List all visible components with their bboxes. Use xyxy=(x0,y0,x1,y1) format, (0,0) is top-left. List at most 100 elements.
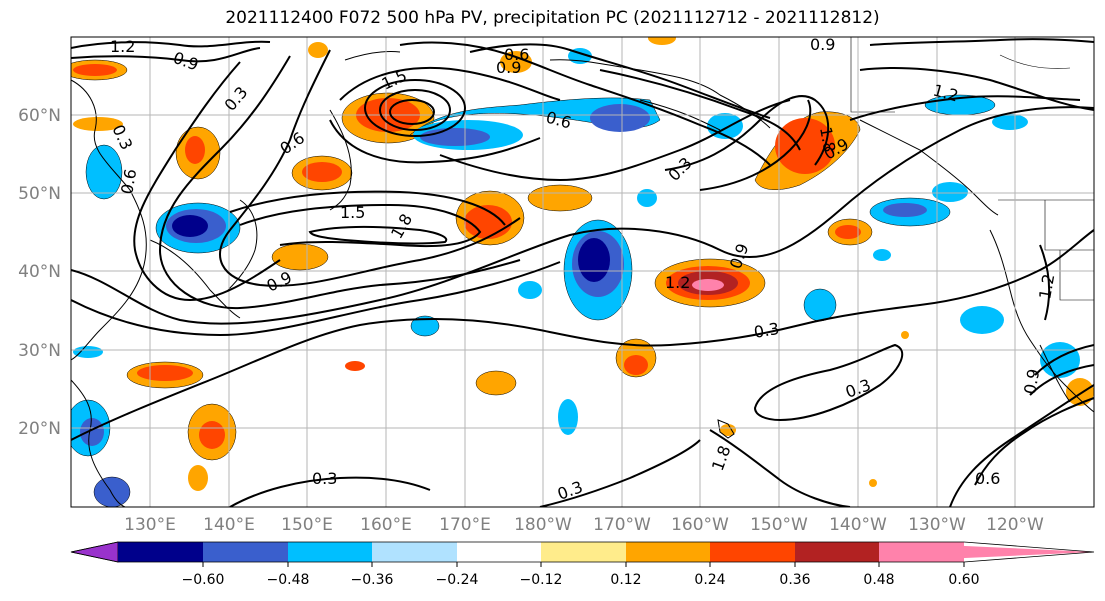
lat-axis: 60°N 50°N 40°N 30°N 20°N xyxy=(18,106,61,439)
coastline-chukotka xyxy=(344,51,401,61)
precip-negative-area xyxy=(637,189,657,207)
pv-contour xyxy=(71,106,1094,325)
lat-label: 20°N xyxy=(18,419,61,439)
pv-contour xyxy=(308,225,448,245)
map-frame xyxy=(70,36,1095,508)
precip-negative-area xyxy=(803,288,837,322)
precip-positive-area xyxy=(527,184,593,212)
precip-negative-core xyxy=(590,104,650,132)
precip-positive-area xyxy=(271,243,329,271)
pv-contour xyxy=(71,40,271,49)
precip-negative-core xyxy=(420,128,490,146)
pv-contour xyxy=(974,397,1094,486)
pv-contours xyxy=(71,38,1094,507)
coastline-se-asia xyxy=(71,379,126,507)
colorbar-extend-low xyxy=(70,541,119,563)
pv-contour xyxy=(1039,244,1051,321)
contour-label: 0.9 xyxy=(496,58,521,77)
precip-negative-area xyxy=(410,315,440,337)
lat-label: 40°N xyxy=(18,262,61,282)
contour-label: 0.6 xyxy=(975,469,1000,488)
precip-positive-core xyxy=(137,365,193,381)
pv-contour xyxy=(1034,344,1094,376)
precip-positive-area xyxy=(73,117,123,131)
lon-label: 170°W xyxy=(593,515,651,535)
pv-contour xyxy=(71,47,261,63)
precip-negative-core xyxy=(578,238,610,282)
colorbar-swatch xyxy=(541,542,626,562)
precip-positive-area xyxy=(500,51,532,73)
pv-contour xyxy=(239,203,482,248)
precip-positive-area xyxy=(475,370,517,396)
precip-positive-core xyxy=(345,361,365,371)
colorbar: −0.60 −0.48 −0.36 −0.24 −0.12 0.12 0.24 … xyxy=(70,541,1095,588)
colorbar-tick-label: 0.48 xyxy=(863,572,894,588)
colorbar-swatch xyxy=(710,542,795,562)
pv-contour xyxy=(71,261,561,337)
coastline-asia xyxy=(71,79,147,361)
precip-negative-core xyxy=(172,215,208,237)
border-states xyxy=(1059,250,1094,301)
colorbar-swatch xyxy=(288,542,372,562)
contour-label: 1.2 xyxy=(110,37,135,56)
precip-negative-area xyxy=(558,399,578,435)
precip-negative-area xyxy=(518,281,542,299)
border-states xyxy=(1044,200,1094,251)
precip-negative-core xyxy=(883,203,927,217)
contour-label: 0.6 xyxy=(504,45,529,64)
precip-positive-max xyxy=(692,279,724,291)
pv-contour xyxy=(849,95,1081,121)
precip-positive-area xyxy=(308,42,328,58)
colorbar-swatch xyxy=(372,542,457,562)
figure-title: 2021112400 F072 500 hPa PV, precipitatio… xyxy=(225,8,880,28)
lon-label: 120°W xyxy=(986,515,1044,535)
pv-contour xyxy=(339,66,561,101)
pv-contour xyxy=(869,38,1094,46)
coastline-us-west xyxy=(989,229,1094,413)
pv-contour xyxy=(599,69,801,151)
precip-negative-area xyxy=(1040,342,1080,378)
lon-label: 130°E xyxy=(124,515,176,535)
colorbar-tick-label: −0.24 xyxy=(436,572,479,588)
contour-label: 0.3 xyxy=(752,319,780,342)
pv-contour xyxy=(949,384,1094,507)
pv-contour xyxy=(859,67,1094,111)
pv-contour xyxy=(699,99,812,191)
pv-contour xyxy=(469,43,771,119)
precip-negative-area xyxy=(992,114,1028,130)
pv-contour xyxy=(219,49,521,287)
precip-negative-area xyxy=(93,476,131,507)
lon-label: 140°W xyxy=(829,515,887,535)
precip-positive-area xyxy=(869,479,877,487)
contour-label: 0.3 xyxy=(312,469,337,488)
precip-positive-core xyxy=(775,118,835,174)
coastline-baja xyxy=(1039,344,1071,403)
colorbar-ticks: −0.60 −0.48 −0.36 −0.24 −0.12 0.12 0.24 … xyxy=(182,562,980,588)
pv-contour xyxy=(389,99,435,125)
lon-label: 130°W xyxy=(908,515,966,535)
pv-contour xyxy=(439,99,791,182)
colorbar-outline xyxy=(70,541,1095,563)
colorbar-swatch xyxy=(795,542,879,562)
contour-label: 0.6 xyxy=(117,167,140,195)
precip-positive-area xyxy=(901,331,909,339)
lon-label: 160°E xyxy=(360,515,412,535)
precip-positive-core xyxy=(199,421,225,449)
coastline-korea xyxy=(149,239,241,319)
pv-contour xyxy=(158,55,521,310)
border-canada-provinces xyxy=(999,54,1071,69)
colorbar-swatch xyxy=(203,542,288,562)
precip-negative-area xyxy=(960,306,1004,334)
pv-contour xyxy=(229,190,506,226)
colorbar-tick-label: −0.48 xyxy=(267,572,310,588)
contour-label: 1.8 xyxy=(816,125,839,153)
contour-label: 1.5 xyxy=(340,203,365,222)
contour-label: 0.9 xyxy=(810,35,835,54)
pv-contour xyxy=(539,439,701,507)
coastline-hawaii xyxy=(717,419,735,439)
lon-label: 170°E xyxy=(439,515,491,535)
colorbar-tick-label: 0.36 xyxy=(779,572,810,588)
contour-label: 1.2 xyxy=(665,273,690,292)
pv-contour xyxy=(399,41,771,166)
